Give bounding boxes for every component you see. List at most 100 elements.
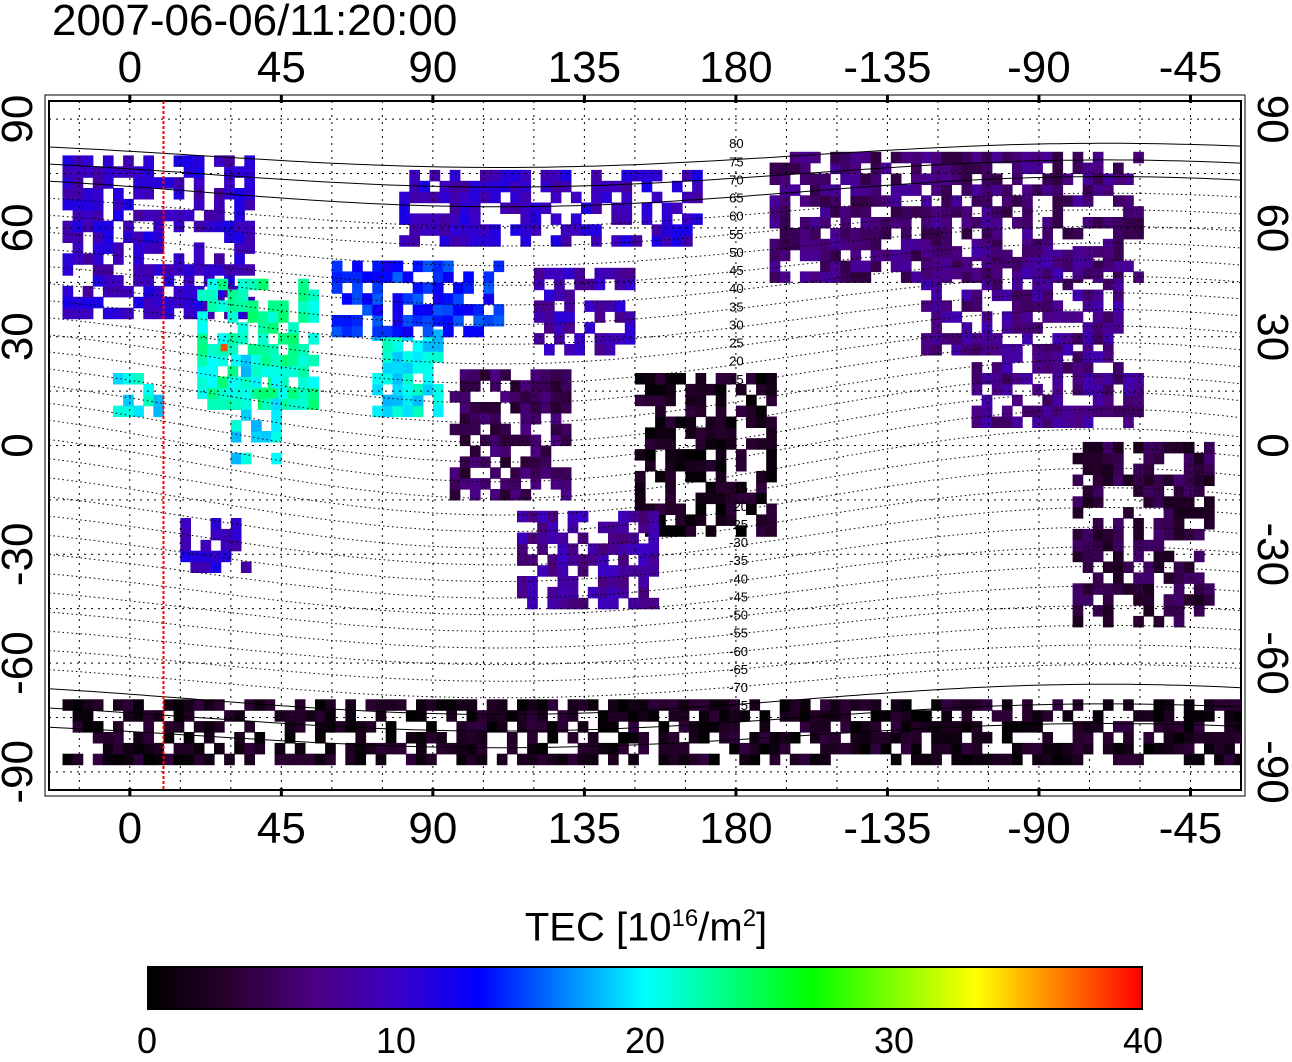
tec-cell	[1082, 256, 1094, 269]
tec-cell	[1133, 583, 1144, 595]
tec-cell	[1012, 416, 1023, 428]
tec-cell	[1173, 528, 1185, 541]
tec-cell	[72, 188, 84, 200]
tec-cell	[1001, 256, 1013, 269]
tec-cell	[961, 333, 973, 345]
tec-cell	[577, 742, 589, 755]
tec-cell	[830, 227, 841, 240]
tec-cell	[735, 492, 747, 505]
tec-cell	[991, 260, 1003, 273]
tec-cell	[1102, 373, 1114, 385]
tec-cell	[641, 180, 653, 193]
tec-cell	[412, 293, 424, 305]
tec-cell	[251, 420, 262, 432]
tec-cell	[278, 376, 289, 389]
tec-cell	[432, 282, 444, 294]
tec-cell	[911, 249, 922, 262]
tec-cell	[82, 253, 94, 265]
tec-cell	[810, 227, 821, 240]
tec-cell	[456, 742, 468, 755]
left-lat-label: -60	[0, 631, 42, 695]
tec-cell	[392, 315, 404, 327]
tec-cell	[850, 162, 862, 175]
tec-cell	[432, 304, 444, 316]
tec-cell	[628, 565, 639, 577]
tec-cell	[1042, 351, 1053, 363]
tec-cell	[971, 184, 983, 196]
tec-cell	[1224, 753, 1235, 766]
tec-cell	[153, 209, 165, 222]
tec-cell	[193, 699, 205, 711]
tec-cell	[1082, 594, 1094, 606]
tec-cell	[392, 373, 404, 385]
tec-cell	[490, 235, 501, 247]
tec-cell	[648, 699, 660, 711]
top-tick	[128, 95, 132, 103]
tec-cell	[621, 213, 633, 225]
tec-cell	[1102, 699, 1114, 711]
tec-cell	[1123, 383, 1134, 396]
tec-cell	[1092, 173, 1104, 185]
tec-cell	[709, 721, 720, 733]
tec-cell	[82, 155, 94, 167]
tec-cell	[520, 456, 532, 468]
tec-cell	[341, 293, 353, 305]
tec-cell	[931, 333, 942, 345]
tec-cell	[830, 238, 841, 251]
tec-cell	[1082, 416, 1094, 428]
tec-cell	[560, 434, 572, 447]
right-lat-label: -30	[1248, 522, 1292, 586]
tec-cell	[1234, 732, 1241, 744]
tec-cell	[540, 380, 552, 392]
tec-cell	[608, 597, 619, 610]
tec-cell	[911, 151, 922, 164]
tec-cell	[860, 227, 872, 240]
tec-cell	[567, 732, 579, 744]
tec-cell	[634, 470, 646, 483]
tec-cell	[981, 333, 993, 345]
tec-cell	[1143, 452, 1155, 465]
tec-cell	[941, 742, 952, 755]
tec-cell	[382, 351, 394, 363]
tec-cell	[1133, 518, 1144, 530]
tec-cell	[123, 220, 134, 233]
tec-cell	[870, 217, 882, 229]
bottom-tick	[128, 788, 132, 796]
tec-cell	[385, 732, 397, 744]
tec-cell	[1102, 394, 1114, 407]
tec-cell	[560, 391, 572, 403]
tec-cell	[432, 260, 444, 273]
tec-cell	[820, 742, 831, 755]
tec-cell	[705, 525, 717, 537]
tec-cell	[709, 710, 720, 722]
tec-cell	[769, 173, 781, 185]
tec-cell	[1052, 394, 1064, 407]
tec-cell	[490, 191, 501, 204]
tec-cell	[469, 369, 481, 381]
tec-cell	[941, 195, 952, 207]
tec-cell	[294, 721, 306, 733]
tec-cell	[402, 325, 414, 338]
tec-cell	[193, 253, 205, 265]
tec-cell	[715, 427, 727, 439]
tec-cell	[961, 699, 973, 711]
tec-cell	[530, 434, 542, 447]
tec-cell	[911, 753, 922, 766]
tec-cell	[1183, 721, 1195, 733]
tec-cell	[1082, 485, 1094, 497]
tec-cell	[624, 333, 636, 345]
tec-cell	[429, 169, 441, 182]
tec-cell	[207, 300, 218, 312]
tec-cell	[62, 177, 74, 189]
tec-cell	[621, 169, 633, 182]
tec-cell	[1072, 383, 1084, 396]
tec-cell	[240, 452, 252, 465]
tec-cell	[830, 699, 841, 711]
tec-cell	[746, 492, 757, 505]
tec-cell	[416, 732, 427, 744]
tec-cell	[769, 742, 781, 755]
tec-cell	[200, 561, 212, 573]
tec-cell	[234, 220, 245, 233]
tec-cell	[746, 405, 757, 418]
tec-region-east-africa	[230, 354, 282, 465]
